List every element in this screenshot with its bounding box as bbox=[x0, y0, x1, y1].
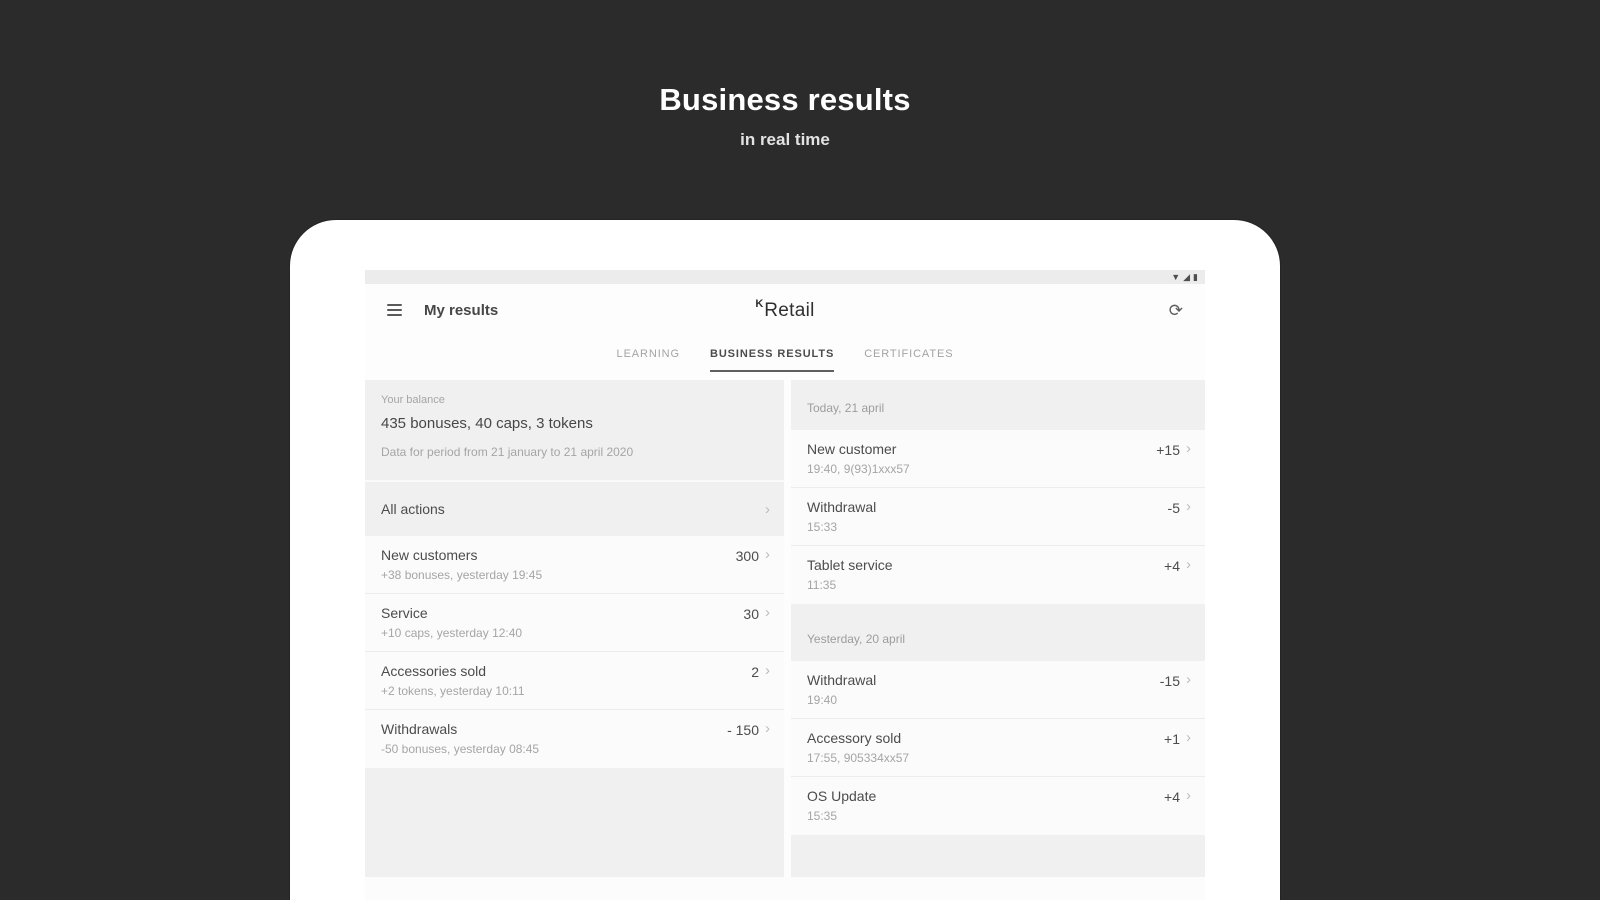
group-header-yesterday: Yesterday, 20 april bbox=[807, 632, 906, 646]
chevron-right-icon: › bbox=[765, 720, 770, 737]
page-title: Business results bbox=[659, 82, 911, 117]
row-title: New customer bbox=[807, 441, 897, 457]
group-header-today: Today, 21 april bbox=[807, 401, 885, 415]
tab-learning[interactable]: LEARNING bbox=[616, 348, 680, 360]
refresh-icon[interactable]: ⟳ bbox=[1168, 300, 1183, 320]
row-title: Service bbox=[381, 605, 428, 621]
row-title: New customers bbox=[381, 547, 478, 563]
row-subtitle: 17:55, 905334xx57 bbox=[807, 751, 910, 765]
balance-label: Your balance bbox=[381, 394, 445, 406]
status-bar: ▼ ◢ ▮ bbox=[365, 270, 1205, 284]
activity-panel: Today, 21 april New customer 19:40, 9(93… bbox=[791, 380, 1205, 900]
tab-business-results[interactable]: BUSINESS RESULTS bbox=[709, 336, 835, 372]
row-subtitle: +10 caps, yesterday 12:40 bbox=[381, 626, 523, 640]
row-title: Withdrawal bbox=[807, 499, 877, 515]
all-actions-label: All actions bbox=[381, 501, 445, 517]
summary-row-withdrawals[interactable]: Withdrawals -50 bonuses, yesterday 08:45… bbox=[365, 710, 784, 768]
chevron-right-icon: › bbox=[1186, 498, 1191, 515]
balance-period: Data for period from 21 january to 21 ap… bbox=[381, 445, 634, 459]
row-value: 2 bbox=[751, 664, 759, 680]
tab-bar: LEARNING BUSINESS RESULTS CERTIFICATES bbox=[365, 336, 1205, 372]
wifi-icon: ▼ bbox=[1171, 271, 1181, 282]
chevron-right-icon: › bbox=[1186, 556, 1191, 573]
row-value: 30 bbox=[743, 606, 759, 622]
chevron-right-icon: › bbox=[1186, 729, 1191, 746]
row-value: -5 bbox=[1167, 500, 1180, 516]
row-subtitle: 19:40 bbox=[807, 693, 838, 707]
activity-list-yesterday: Withdrawal 19:40 -15 › Accessory sold 17… bbox=[791, 661, 1205, 835]
signal-icon: ◢ bbox=[1183, 271, 1191, 282]
chevron-right-icon: › bbox=[1186, 787, 1191, 804]
row-title: Tablet service bbox=[807, 557, 893, 573]
chevron-right-icon: › bbox=[765, 604, 770, 621]
logo-mark: K bbox=[755, 298, 764, 310]
row-title: Withdrawals bbox=[381, 721, 458, 737]
activity-row-new-customer[interactable]: New customer 19:40, 9(93)1xxx57 +15 › bbox=[791, 430, 1205, 488]
row-value: +1 bbox=[1164, 731, 1180, 747]
balance-value: 435 bonuses, 40 caps, 3 tokens bbox=[381, 415, 593, 432]
app-screen: ▼ ◢ ▮ My results KRetail ⟳ LEARNING BUSI… bbox=[365, 270, 1205, 900]
chevron-right-icon: › bbox=[765, 546, 770, 563]
row-title: Withdrawal bbox=[807, 672, 877, 688]
row-value: -15 bbox=[1159, 673, 1180, 689]
summary-panel: Your balance 435 bonuses, 40 caps, 3 tok… bbox=[365, 380, 784, 900]
content-area: Your balance 435 bonuses, 40 caps, 3 tok… bbox=[365, 372, 1205, 900]
chevron-right-icon: › bbox=[765, 500, 770, 518]
chevron-right-icon: › bbox=[1186, 671, 1191, 688]
tab-certificates[interactable]: CERTIFICATES bbox=[864, 348, 954, 360]
all-actions-row[interactable]: All actions › bbox=[365, 480, 784, 536]
row-title: OS Update bbox=[807, 788, 877, 804]
logo-word: Retail bbox=[764, 300, 815, 321]
row-value: +4 bbox=[1164, 789, 1180, 805]
chevron-right-icon: › bbox=[1186, 440, 1191, 457]
activity-row-tablet-service[interactable]: Tablet service 11:35 +4 › bbox=[791, 546, 1205, 604]
retail-logo: KRetail bbox=[755, 298, 814, 322]
tablet-device-frame: ▼ ◢ ▮ My results KRetail ⟳ LEARNING BUSI… bbox=[290, 220, 1280, 900]
row-subtitle: +38 bonuses, yesterday 19:45 bbox=[381, 568, 543, 582]
chevron-right-icon: › bbox=[765, 662, 770, 679]
row-title: Accessory sold bbox=[807, 730, 902, 746]
screen-title: My results bbox=[424, 301, 499, 319]
row-subtitle: 15:33 bbox=[807, 520, 838, 534]
row-subtitle: +2 tokens, yesterday 10:11 bbox=[381, 684, 525, 698]
summary-row-accessories[interactable]: Accessories sold +2 tokens, yesterday 10… bbox=[365, 652, 784, 710]
next-card-peek bbox=[365, 877, 1205, 900]
menu-icon[interactable] bbox=[387, 304, 402, 316]
balance-card: Your balance 435 bonuses, 40 caps, 3 tok… bbox=[365, 380, 784, 480]
row-subtitle: 15:35 bbox=[807, 809, 838, 823]
summary-row-service[interactable]: Service +10 caps, yesterday 12:40 30 › bbox=[365, 594, 784, 652]
app-bar: My results KRetail ⟳ bbox=[365, 284, 1205, 336]
row-value: +4 bbox=[1164, 558, 1180, 574]
row-value: +15 bbox=[1156, 442, 1180, 458]
activity-row-withdrawal[interactable]: Withdrawal 15:33 -5 › bbox=[791, 488, 1205, 546]
activity-list-today: New customer 19:40, 9(93)1xxx57 +15 › Wi… bbox=[791, 430, 1205, 604]
row-title: Accessories sold bbox=[381, 663, 487, 679]
promo-header: Business results in real time bbox=[385, 82, 1185, 150]
summary-list: New customers +38 bonuses, yesterday 19:… bbox=[365, 536, 784, 768]
row-subtitle: -50 bonuses, yesterday 08:45 bbox=[381, 742, 540, 756]
battery-icon: ▮ bbox=[1193, 271, 1198, 282]
row-subtitle: 11:35 bbox=[807, 578, 837, 592]
summary-row-new-customers[interactable]: New customers +38 bonuses, yesterday 19:… bbox=[365, 536, 784, 594]
activity-row-os-update[interactable]: OS Update 15:35 +4 › bbox=[791, 777, 1205, 835]
row-value: - 150 bbox=[727, 722, 759, 738]
activity-row-withdrawal-2[interactable]: Withdrawal 19:40 -15 › bbox=[791, 661, 1205, 719]
page-subtitle: in real time bbox=[740, 130, 830, 149]
row-subtitle: 19:40, 9(93)1xxx57 bbox=[807, 462, 910, 476]
row-value: 300 bbox=[735, 548, 759, 564]
activity-row-accessory-sold[interactable]: Accessory sold 17:55, 905334xx57 +1 › bbox=[791, 719, 1205, 777]
